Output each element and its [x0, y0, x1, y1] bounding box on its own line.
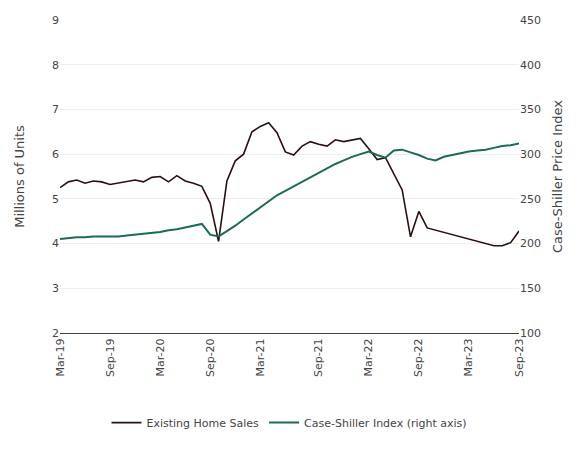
svg-text:7: 7 — [52, 103, 59, 116]
svg-text:Sep-23: Sep-23 — [513, 338, 526, 377]
svg-text:Case-Shiller Index (right axis: Case-Shiller Index (right axis) — [304, 417, 467, 430]
svg-text:150: 150 — [520, 282, 541, 295]
svg-text:Mar-22: Mar-22 — [362, 338, 375, 376]
svg-text:200: 200 — [520, 237, 541, 250]
svg-text:Existing Home Sales: Existing Home Sales — [147, 417, 260, 430]
svg-text:Mar-23: Mar-23 — [463, 338, 476, 376]
svg-text:350: 350 — [520, 103, 541, 116]
svg-text:400: 400 — [520, 59, 541, 72]
svg-text:Sep-22: Sep-22 — [412, 338, 425, 377]
svg-text:4: 4 — [52, 237, 59, 250]
svg-text:8: 8 — [52, 59, 59, 72]
svg-text:Sep-19: Sep-19 — [104, 338, 117, 377]
svg-text:Case-Shiller Price Index: Case-Shiller Price Index — [550, 100, 565, 253]
svg-text:9: 9 — [52, 14, 59, 27]
svg-text:Mar-20: Mar-20 — [154, 338, 167, 376]
svg-text:450: 450 — [520, 14, 541, 27]
svg-text:Millions of Units: Millions of Units — [12, 125, 27, 228]
svg-text:2: 2 — [52, 327, 59, 340]
svg-text:100: 100 — [520, 327, 541, 340]
svg-text:Mar-19: Mar-19 — [54, 338, 67, 376]
svg-text:3: 3 — [52, 282, 59, 295]
svg-text:Sep-20: Sep-20 — [204, 338, 217, 377]
svg-text:300: 300 — [520, 148, 541, 161]
svg-text:Sep-21: Sep-21 — [312, 338, 325, 377]
svg-text:6: 6 — [52, 148, 59, 161]
svg-text:5: 5 — [52, 193, 59, 206]
svg-text:Mar-21: Mar-21 — [254, 338, 267, 376]
svg-text:250: 250 — [520, 193, 541, 206]
